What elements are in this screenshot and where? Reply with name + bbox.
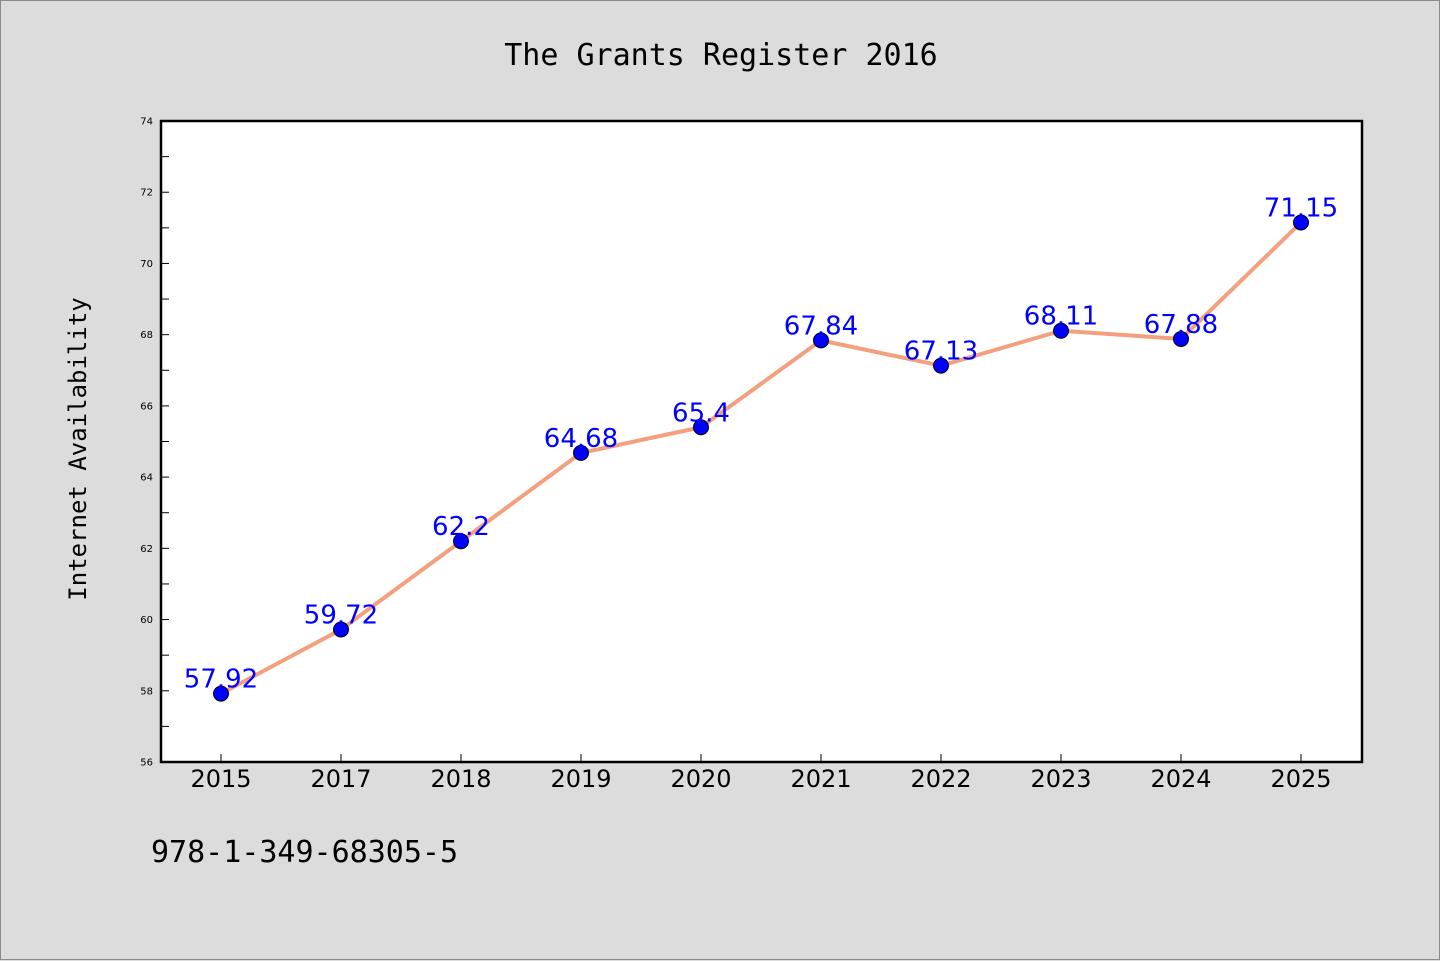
data-point bbox=[213, 685, 229, 702]
data-point bbox=[813, 332, 829, 349]
data-label: 65.4 bbox=[672, 398, 730, 428]
y-tick-label: 74 bbox=[140, 117, 153, 128]
data-label: 57.92 bbox=[184, 665, 258, 695]
x-tick-label: 2021 bbox=[790, 765, 851, 793]
data-label: 68.11 bbox=[1024, 302, 1098, 332]
data-point bbox=[1173, 330, 1189, 347]
y-axis-ticks: 56 58 60 62 64 66 68 70 72 74 bbox=[140, 117, 169, 769]
data-label: 59.72 bbox=[304, 601, 378, 631]
y-tick-label: 70 bbox=[140, 259, 153, 270]
x-axis-ticks: 2015 2017 2018 2019 2020 2021 2022 2023 2024 2025 bbox=[190, 754, 1332, 793]
data-label: 67.88 bbox=[1144, 310, 1218, 340]
data-markers bbox=[213, 214, 1309, 702]
data-labels: 57.92 59.72 62.2 64.68 65.4 67.84 67.13 68.11 67… bbox=[184, 193, 1338, 694]
x-tick-label: 2015 bbox=[190, 765, 251, 793]
y-tick-label: 56 bbox=[140, 758, 153, 769]
x-tick-label: 2018 bbox=[430, 765, 491, 793]
data-point bbox=[453, 533, 469, 550]
y-tick-label: 68 bbox=[140, 330, 153, 341]
y-tick-label: 60 bbox=[140, 615, 153, 626]
data-label: 67.13 bbox=[904, 337, 978, 367]
x-tick-label: 2025 bbox=[1270, 765, 1331, 793]
y-axis-label: Internet Availability bbox=[64, 297, 92, 600]
y-tick-label: 64 bbox=[140, 473, 153, 484]
series-line bbox=[219, 220, 1303, 696]
x-tick-label: 2024 bbox=[1150, 765, 1211, 793]
isbn-label: 978-1-349-68305-5 bbox=[151, 835, 459, 870]
series-lines bbox=[219, 220, 1303, 696]
plot-area bbox=[159, 119, 1364, 764]
data-label: 64.68 bbox=[544, 424, 618, 454]
data-point bbox=[693, 419, 709, 436]
y-tick-label: 58 bbox=[140, 686, 153, 697]
data-point bbox=[333, 621, 349, 638]
x-tick-label: 2023 bbox=[1030, 765, 1091, 793]
data-point bbox=[573, 444, 589, 461]
data-point bbox=[933, 357, 949, 374]
data-point bbox=[1293, 214, 1309, 231]
y-tick-label: 62 bbox=[140, 544, 153, 555]
x-tick-label: 2020 bbox=[670, 765, 731, 793]
x-tick-label: 2022 bbox=[910, 765, 971, 793]
chart-title: The Grants Register 2016 bbox=[504, 38, 937, 73]
data-label: 67.84 bbox=[784, 311, 858, 341]
y-tick-label: 66 bbox=[140, 401, 153, 412]
data-label: 62.2 bbox=[432, 512, 490, 542]
data-label: 71.15 bbox=[1264, 193, 1338, 223]
x-tick-label: 2019 bbox=[550, 765, 611, 793]
x-tick-label: 2017 bbox=[310, 765, 371, 793]
y-tick-label: 72 bbox=[140, 188, 153, 199]
data-point bbox=[1053, 322, 1069, 339]
